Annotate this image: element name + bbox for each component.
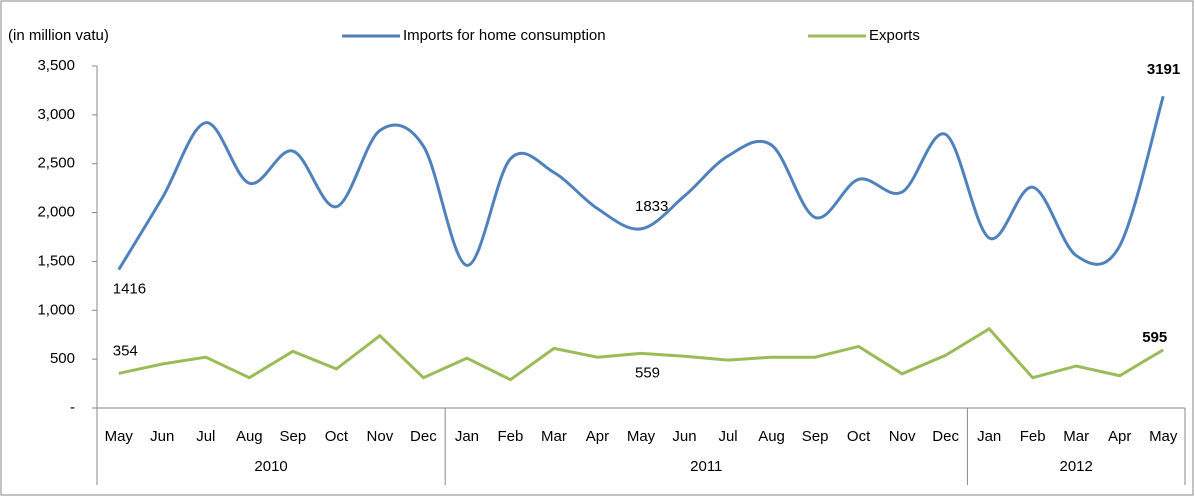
x-tick-label: Oct xyxy=(847,428,871,445)
x-tick-label: Jun xyxy=(150,428,174,445)
x-tick-label: Jan xyxy=(977,428,1001,445)
x-group-label: 2012 xyxy=(1060,458,1093,475)
x-tick-label: Jan xyxy=(455,428,479,445)
data-label: 559 xyxy=(635,364,660,381)
x-tick-label: Mar xyxy=(541,428,567,445)
x-tick-label: Aug xyxy=(758,428,785,445)
x-tick-label: May xyxy=(627,428,656,445)
data-label: 595 xyxy=(1142,329,1167,346)
series-line xyxy=(117,95,1165,271)
y-tick-label: 2,500 xyxy=(37,155,75,172)
x-tick-label: Jul xyxy=(196,428,215,445)
x-tick-label: Mar xyxy=(1063,428,1089,445)
x-tick-label: Sep xyxy=(279,428,306,445)
x-group-label: 2011 xyxy=(690,458,722,475)
series-line xyxy=(118,326,1165,382)
y-tick-label: 2,000 xyxy=(37,204,75,221)
y-axis-label: (in million vatu) xyxy=(8,27,109,44)
x-tick-label: Dec xyxy=(932,428,959,445)
x-tick-label: Jul xyxy=(718,428,737,445)
y-tick-label: 1,000 xyxy=(37,301,75,318)
data-label: 3191 xyxy=(1147,61,1180,78)
x-tick-label: Apr xyxy=(1108,428,1131,445)
x-tick-label: Feb xyxy=(1020,428,1046,445)
data-label: 1833 xyxy=(635,198,668,215)
x-group-label: 2010 xyxy=(254,458,287,475)
y-tick-label: 1,500 xyxy=(37,252,75,269)
x-tick-label: May xyxy=(105,428,134,445)
x-tick-label: Dec xyxy=(410,428,437,445)
y-tick-label: 500 xyxy=(50,350,75,367)
y-tick-label: - xyxy=(70,399,75,416)
x-tick-label: Nov xyxy=(889,428,916,445)
data-label: 354 xyxy=(113,342,138,359)
x-tick-label: Aug xyxy=(236,428,263,445)
x-tick-label: Apr xyxy=(586,428,609,445)
y-tick-label: 3,500 xyxy=(37,57,75,74)
x-tick-label: Jun xyxy=(672,428,696,445)
x-tick-label: Nov xyxy=(367,428,394,445)
x-tick-label: Sep xyxy=(802,428,829,445)
legend-label: Imports for home consumption xyxy=(403,27,606,44)
x-tick-label: Feb xyxy=(498,428,524,445)
y-tick-label: 3,000 xyxy=(37,106,75,123)
x-tick-label: Oct xyxy=(325,428,349,445)
data-label: 1416 xyxy=(113,281,146,298)
x-tick-label: May xyxy=(1149,428,1178,445)
legend-label: Exports xyxy=(869,27,920,44)
